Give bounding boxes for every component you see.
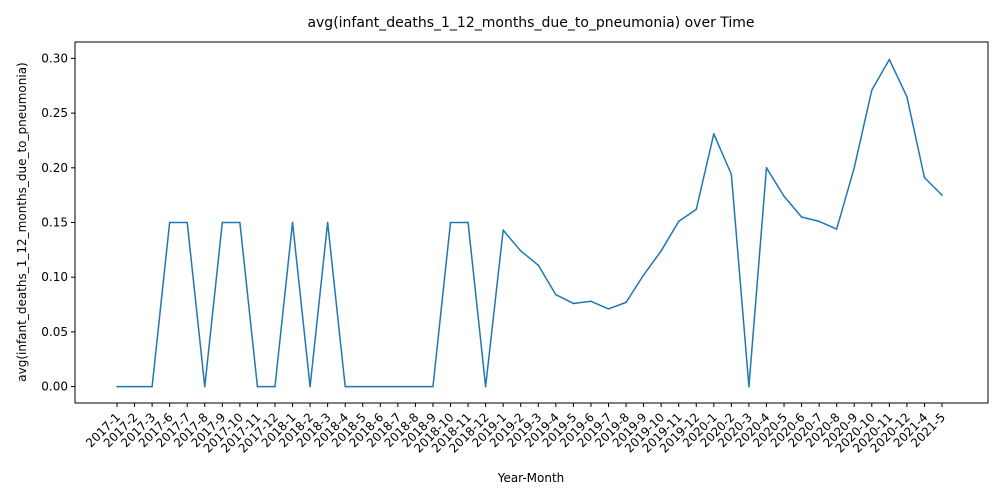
- data-point: [519, 250, 522, 252]
- data-point: [432, 385, 434, 388]
- data-point: [361, 385, 364, 388]
- data-point: [291, 221, 294, 224]
- data-point: [484, 385, 487, 388]
- y-tick-label: 0.30: [41, 51, 68, 65]
- data-point: [748, 385, 750, 388]
- y-tick-label: 0.20: [41, 161, 68, 175]
- data-point: [274, 385, 276, 388]
- data-point: [871, 89, 873, 91]
- y-axis-label: avg(infant_deaths_1_12_months_due_to_pne…: [15, 62, 29, 381]
- data-point: [607, 308, 610, 310]
- data-point: [133, 385, 136, 388]
- y-tick-label: 0.10: [41, 270, 68, 284]
- data-point: [555, 293, 557, 296]
- data-point: [221, 221, 224, 224]
- chart-title: avg(infant_deaths_1_12_months_due_to_pne…: [307, 15, 754, 31]
- data-point: [590, 300, 592, 303]
- data-point: [151, 385, 153, 388]
- data-point: [344, 385, 346, 388]
- data-point: [730, 173, 733, 176]
- plot-frame: [74, 41, 989, 404]
- data-point: [835, 228, 838, 230]
- data-point: [660, 250, 662, 252]
- data-point: [502, 229, 504, 231]
- data-point: [941, 194, 943, 196]
- data-point: [853, 167, 855, 169]
- data-point: [800, 216, 803, 218]
- y-tick-label: 0.25: [41, 106, 68, 120]
- data-point: [467, 221, 469, 224]
- series-layer: [116, 58, 943, 388]
- data-point: [168, 221, 171, 224]
- data-point: [713, 133, 715, 135]
- data-point: [537, 264, 540, 266]
- y-tick-label: 0.05: [41, 325, 68, 339]
- data-point: [923, 176, 926, 179]
- y-tick-label: 0.00: [41, 380, 68, 394]
- data-point: [239, 221, 241, 224]
- y-tick-label: 0.15: [41, 216, 68, 230]
- series-line: [117, 58, 943, 388]
- data-point: [186, 221, 188, 224]
- data-point: [309, 385, 311, 388]
- data-point: [906, 95, 908, 98]
- x-axis-label: Year-Month: [497, 471, 565, 485]
- data-point: [783, 195, 785, 197]
- data-point: [818, 220, 820, 223]
- data-point: [256, 385, 259, 388]
- data-point: [326, 221, 329, 224]
- data-point: [695, 208, 698, 211]
- data-point: [642, 274, 645, 276]
- data-point: [677, 220, 680, 223]
- data-point: [765, 167, 768, 169]
- data-point: [204, 385, 206, 388]
- data-point: [888, 58, 891, 61]
- data-point: [414, 385, 417, 388]
- data-point: [379, 385, 382, 388]
- data-point: [449, 221, 452, 224]
- data-point: [572, 302, 575, 305]
- y-axis: 0.00 0.05 0.10 0.15 0.20 0.25 0.30: [41, 51, 75, 394]
- data-point: [116, 385, 118, 388]
- data-point: [397, 385, 399, 388]
- data-point: [625, 301, 627, 304]
